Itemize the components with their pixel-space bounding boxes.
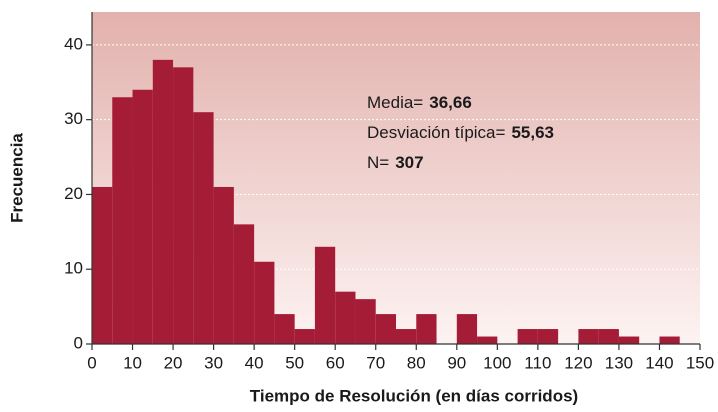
y-tick-label: 20 — [64, 184, 83, 203]
annotation-label: N= — [367, 153, 389, 172]
bar — [659, 336, 680, 344]
x-tick-label: 100 — [483, 353, 511, 372]
x-tick-label: 70 — [366, 353, 385, 372]
y-tick-label: 40 — [64, 34, 83, 53]
bar — [193, 112, 214, 344]
bar — [233, 224, 255, 344]
bar — [112, 97, 133, 344]
bar — [335, 291, 356, 344]
x-tick-label: 140 — [645, 353, 673, 372]
bar — [375, 314, 396, 344]
bar — [416, 314, 437, 344]
bar — [517, 329, 538, 344]
bar — [274, 314, 295, 344]
bar — [355, 299, 376, 344]
y-tick-label: 30 — [64, 109, 83, 128]
bar — [173, 67, 194, 344]
bar — [92, 186, 113, 344]
x-tick-label: 60 — [326, 353, 345, 372]
bar — [152, 59, 174, 344]
annotation: Desviación típica= 55,63 — [367, 123, 554, 142]
bar — [254, 261, 275, 344]
bar — [132, 89, 153, 344]
annotation-value: 55,63 — [511, 123, 554, 142]
x-axis-label: Tiempo de Resolución (en días corridos) — [250, 386, 578, 405]
bar — [578, 329, 599, 344]
x-tick-label: 30 — [204, 353, 223, 372]
x-tick-label: 50 — [285, 353, 304, 372]
x-tick-label: 80 — [407, 353, 426, 372]
bar — [213, 186, 234, 344]
annotation: N= 307 — [367, 153, 424, 172]
annotation-label: Desviación típica= — [367, 123, 506, 142]
x-tick-label: 10 — [123, 353, 142, 372]
bar — [537, 329, 559, 344]
annotation: Media= 36,66 — [367, 93, 472, 112]
y-axis-label: Frecuencia — [7, 133, 26, 223]
bar — [618, 336, 640, 344]
x-tick-label: 90 — [447, 353, 466, 372]
bar — [314, 246, 336, 344]
x-tick-label: 40 — [245, 353, 264, 372]
x-tick-label: 0 — [87, 353, 96, 372]
y-tick-label: 0 — [74, 333, 83, 352]
annotation-value: 36,66 — [429, 93, 472, 112]
x-tick-label: 150 — [686, 353, 714, 372]
bar — [598, 329, 619, 344]
bar — [456, 314, 478, 344]
bar — [477, 336, 498, 344]
x-tick-label: 130 — [605, 353, 633, 372]
y-tick-label: 10 — [64, 259, 83, 278]
annotation-value: 307 — [395, 153, 423, 172]
x-tick-label: 120 — [564, 353, 592, 372]
bar — [396, 329, 417, 344]
x-tick-label: 20 — [164, 353, 183, 372]
bar — [294, 329, 315, 344]
x-tick-label: 110 — [524, 353, 551, 372]
annotation-label: Media= — [367, 93, 423, 112]
